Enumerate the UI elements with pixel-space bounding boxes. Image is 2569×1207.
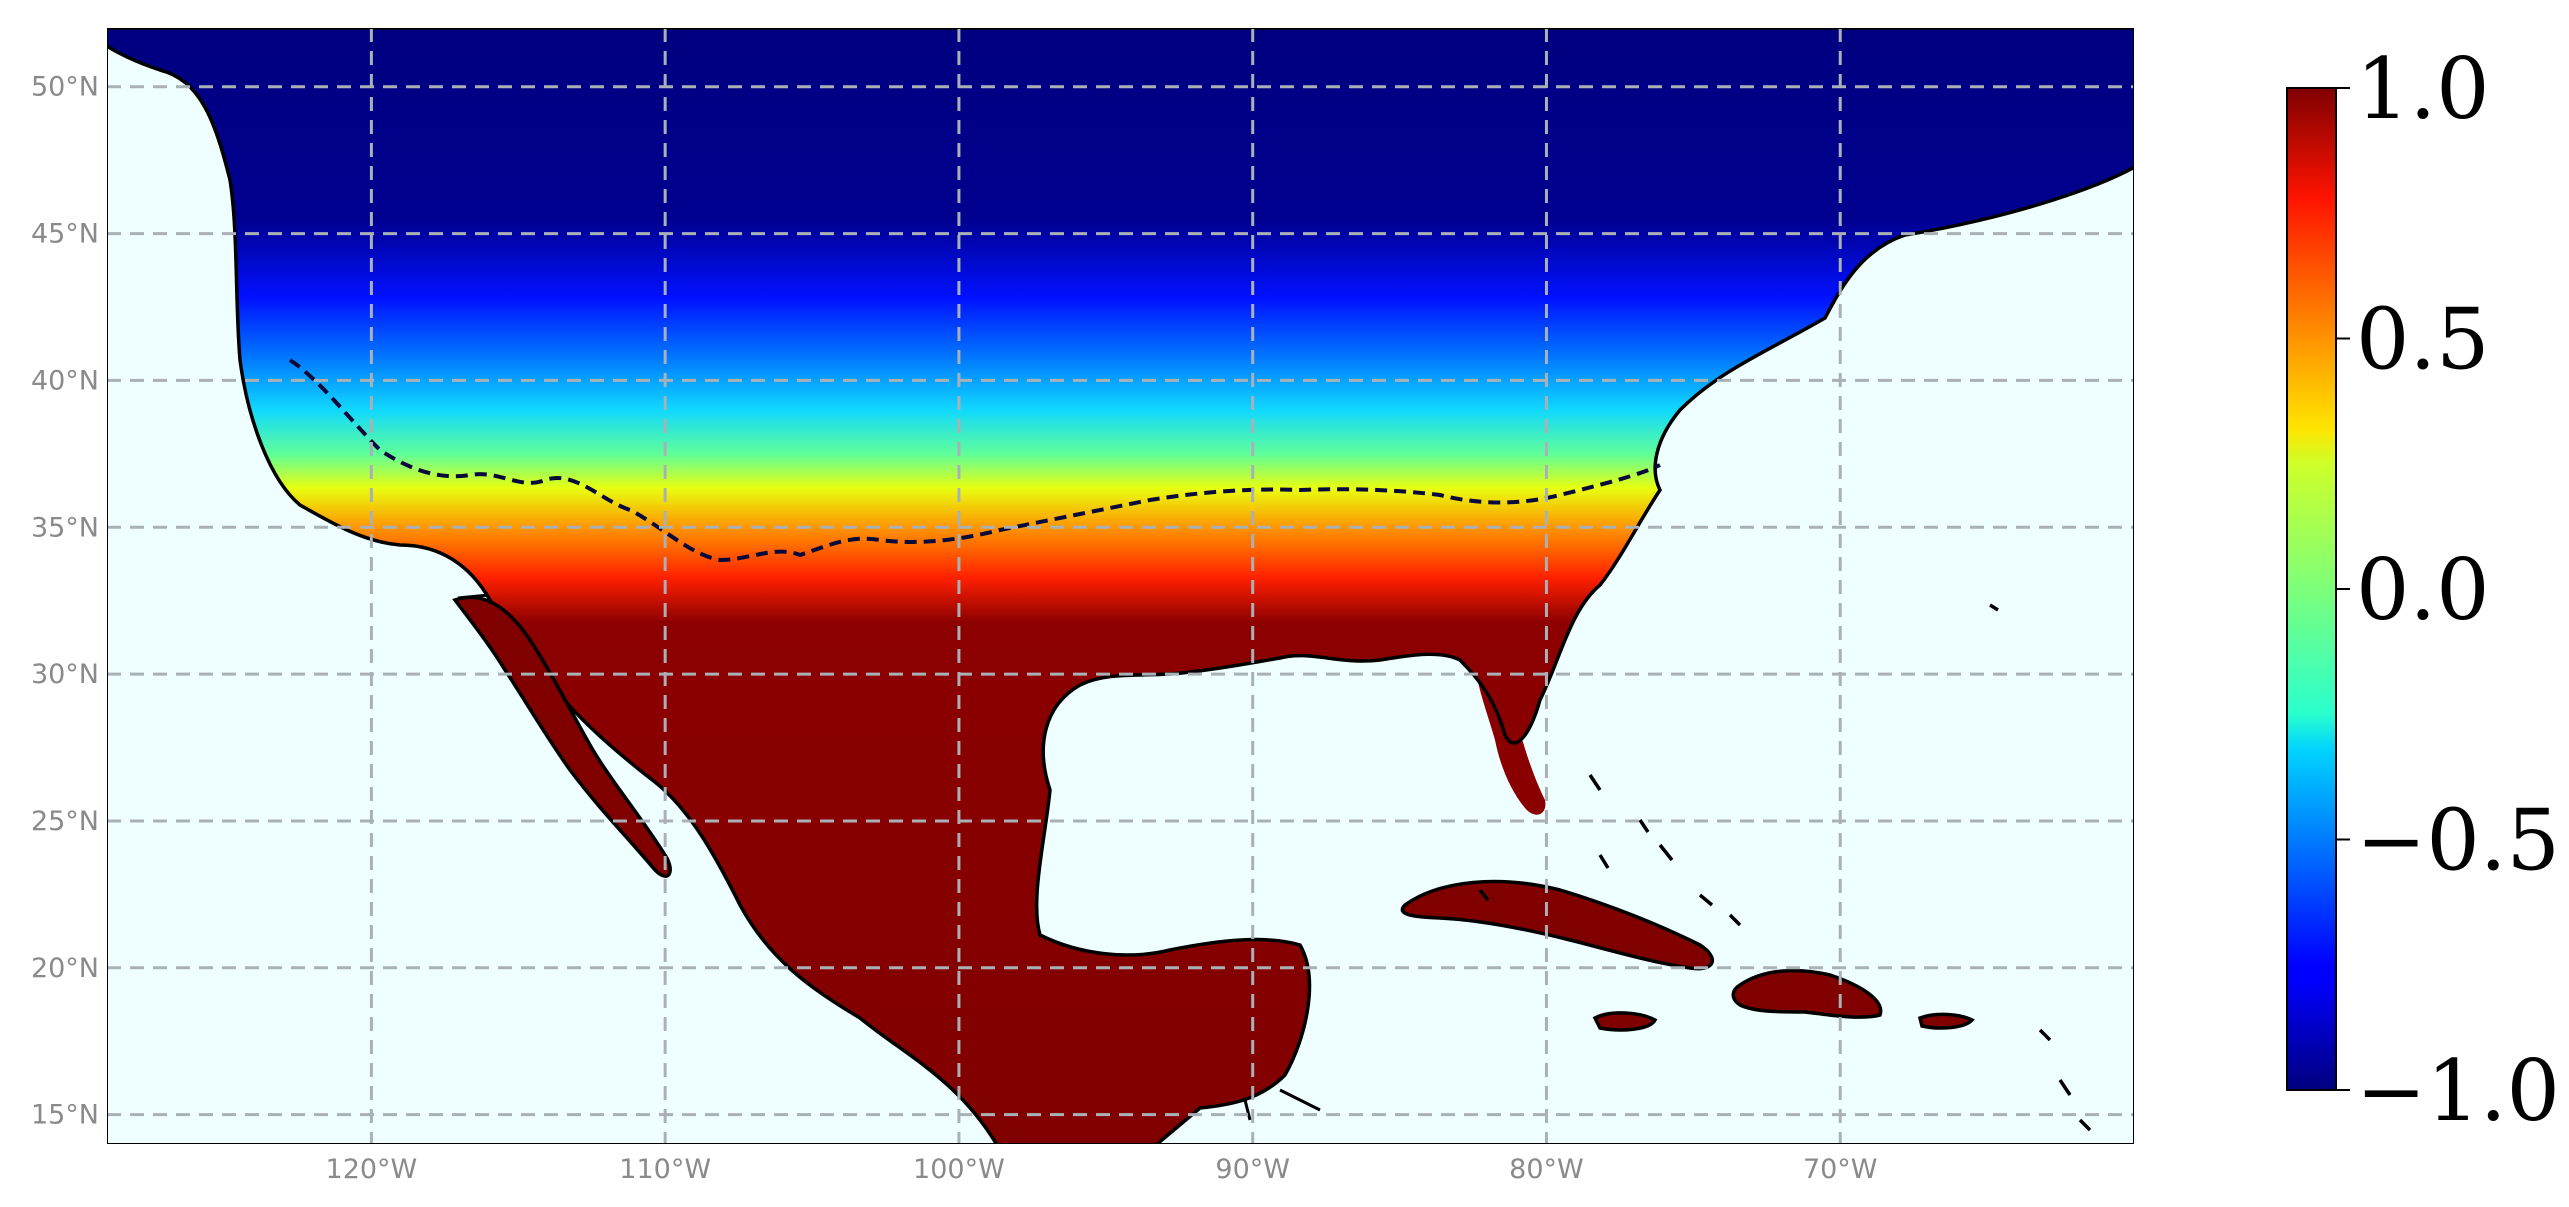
lon-tick-label: 80°W	[1509, 1154, 1584, 1185]
colorbar-ticks: 1.0 0.5 0.0 −0.5 −1.0	[2336, 40, 2560, 1140]
latitude-labels: 15°N 20°N 25°N 30°N 35°N 40°N 45°N 50°N	[31, 72, 99, 1131]
lat-tick-label: 30°N	[31, 659, 99, 690]
lat-tick-label: 35°N	[31, 512, 99, 543]
lat-tick-label: 40°N	[31, 365, 99, 396]
colorbar-tick-label: 0.5	[2356, 291, 2490, 389]
colorbar-tick-label: 1.0	[2356, 40, 2490, 138]
map-panel	[107, 28, 2134, 1144]
lat-tick-label: 25°N	[31, 806, 99, 837]
gridlines	[107, 28, 2134, 1144]
colorbar-gradient	[2286, 87, 2337, 1091]
lon-tick-label: 90°W	[1215, 1154, 1290, 1185]
lon-tick-label: 100°W	[913, 1154, 1005, 1185]
colorbar: 1.0 0.5 0.0 −0.5 −1.0	[2286, 40, 2560, 1140]
zero-contour	[288, 358, 1661, 563]
longitude-labels: 120°W 110°W 100°W 90°W 80°W 70°W	[326, 1154, 1878, 1185]
lat-tick-label: 15°N	[31, 1100, 99, 1131]
colorbar-tick-label: −1.0	[2356, 1042, 2560, 1140]
colorbar-tick-label: 0.0	[2356, 541, 2490, 639]
colorbar-tick-label: −0.5	[2356, 792, 2560, 890]
lat-tick-label: 50°N	[31, 72, 99, 103]
lat-tick-label: 45°N	[31, 219, 99, 250]
coastlines	[107, 28, 2134, 1144]
lat-tick-label: 20°N	[31, 953, 99, 984]
lon-tick-label: 110°W	[619, 1154, 711, 1185]
lon-tick-label: 70°W	[1803, 1154, 1878, 1185]
lon-tick-label: 120°W	[326, 1154, 418, 1185]
